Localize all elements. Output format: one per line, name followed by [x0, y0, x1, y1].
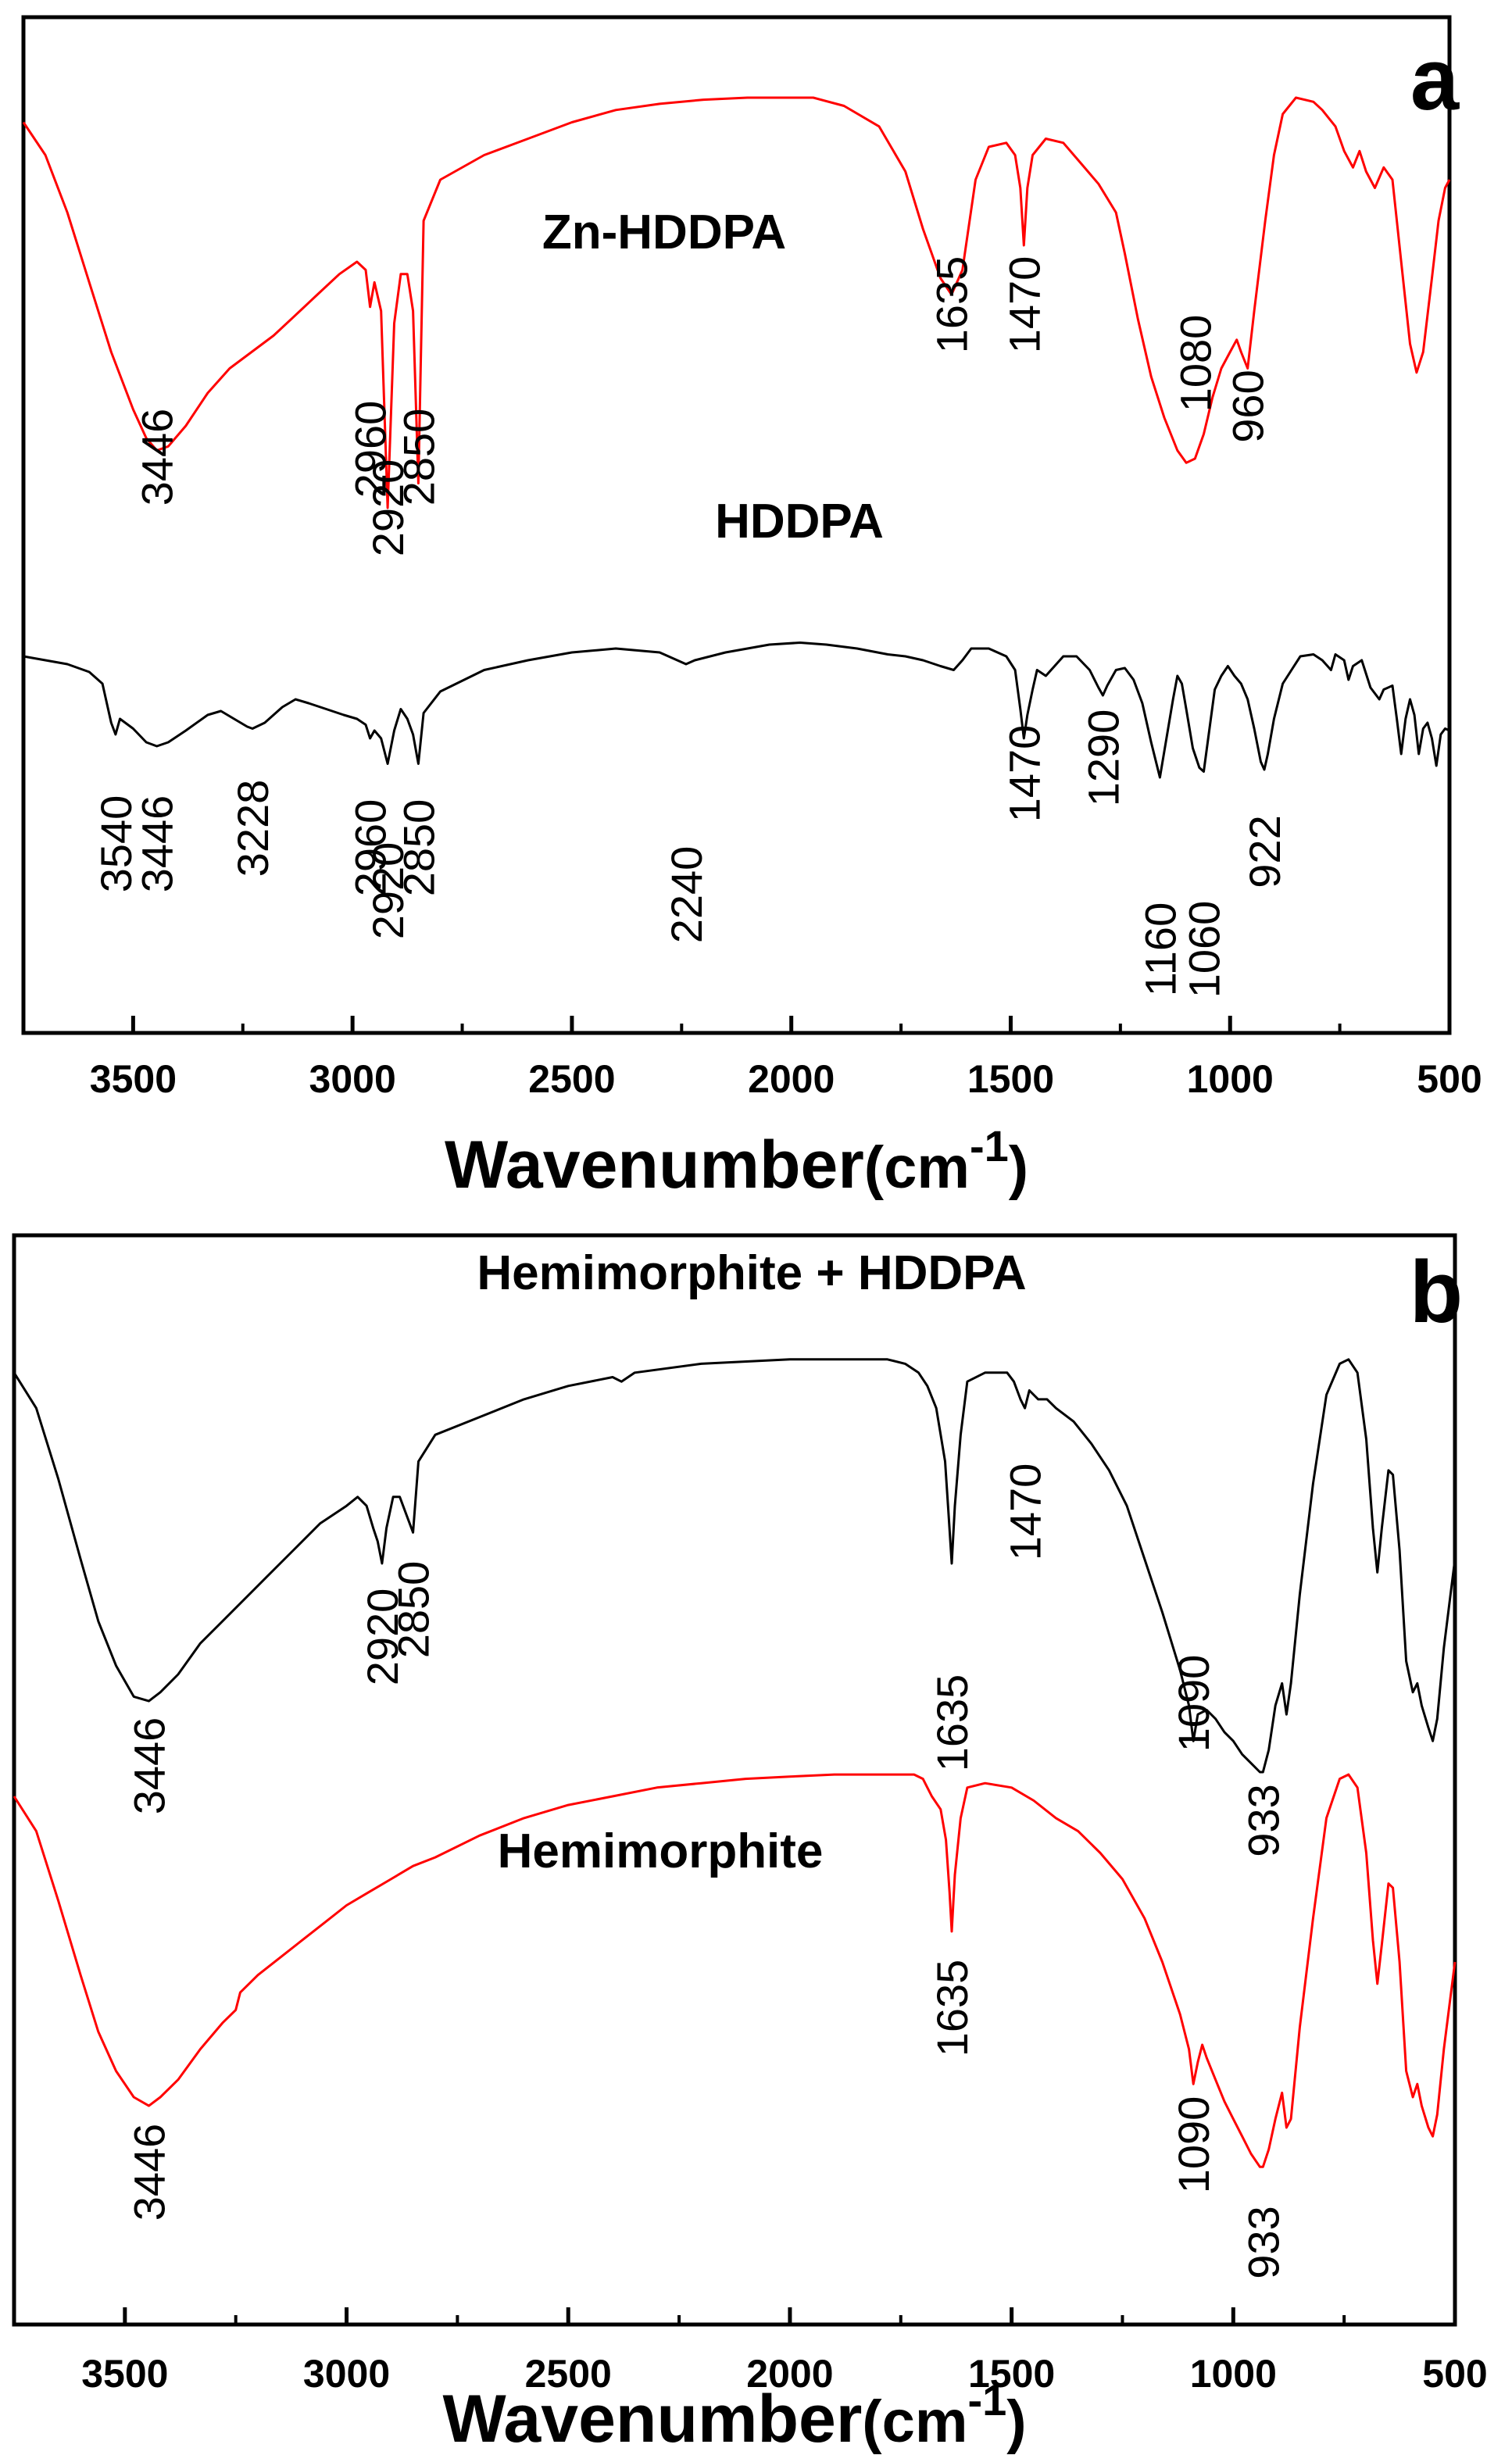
peak-label: 2240 [662, 846, 711, 944]
peak-label: 922 [1240, 815, 1289, 888]
peak-label: 2960 [346, 401, 395, 499]
peak-label: 1090 [1169, 2096, 1218, 2194]
peak-label: 2920 [363, 842, 413, 940]
peak-label: 1635 [928, 1960, 977, 2057]
peak-label: 1635 [928, 1674, 977, 1772]
peak-label: 1160 [1135, 902, 1185, 996]
x-axis-title: Wavenumber(cm-1) [442, 2375, 1026, 2455]
x-tick-label: 3500 [81, 2352, 168, 2396]
x-tick-label: 1500 [968, 2352, 1055, 2396]
x-tick-label: 500 [1417, 1057, 1482, 1101]
peak-label: 2920 [363, 459, 413, 557]
x-axis-title-unit: (cm [862, 2389, 967, 2455]
peak-label: 3446 [133, 409, 182, 506]
series-label: Zn-HDDPA [542, 205, 786, 259]
x-tick-label: 1000 [1190, 2352, 1277, 2396]
series-label: Hemimorphite [498, 1824, 824, 1878]
peak-label: 3446 [125, 2124, 174, 2221]
x-axis-title-main: Wavenumber [445, 1127, 864, 1202]
peak-label: 2920 [358, 1588, 407, 1686]
plot-frame [12, 1233, 1457, 2327]
peak-label: 2850 [394, 799, 443, 897]
spectrum-line-hemimorphite-hddpa [13, 1358, 1457, 1774]
peak-label: 2960 [346, 799, 395, 897]
x-axis-title-close: ) [1006, 2389, 1026, 2455]
x-tick-label: 3000 [303, 2352, 390, 2396]
peak-label: 1470 [999, 725, 1049, 823]
series-label: Hemimorphite + HDDPA [477, 1246, 1026, 1300]
peak-label: 3228 [228, 780, 277, 877]
x-tick-label: 500 [1422, 2352, 1487, 2396]
peak-label: 1080 [1171, 315, 1220, 413]
peak-label: 1290 [1078, 709, 1128, 807]
x-tick-label: 2000 [748, 1057, 835, 1101]
x-axis-title-unit: (cm [864, 1135, 970, 1201]
peak-label: 1635 [928, 256, 977, 354]
x-axis-title-superscript: -1 [967, 2375, 1006, 2425]
peak-label: 3446 [125, 1717, 174, 1815]
spectrum-line-hemimorphite [13, 1773, 1457, 2168]
panel-letter: a [1410, 30, 1460, 128]
peak-label: 933 [1239, 1784, 1288, 1856]
x-axis-title: Wavenumber(cm-1) [445, 1121, 1028, 1202]
peak-label: 960 [1224, 370, 1273, 442]
x-tick-label: 3500 [90, 1057, 177, 1101]
peak-label: 1470 [999, 256, 1049, 354]
x-tick-label: 2000 [746, 2352, 833, 2396]
spectrum-line-hddpa [23, 641, 1450, 779]
peak-label: 2850 [394, 409, 443, 506]
x-tick-label: 1000 [1187, 1057, 1274, 1101]
x-tick-label: 2500 [528, 1057, 615, 1101]
peak-label: 2850 [389, 1561, 438, 1659]
plot-frame [21, 15, 1452, 1035]
x-axis-title-superscript: -1 [970, 1121, 1009, 1170]
x-axis-title-main: Wavenumber [442, 2382, 862, 2455]
series-label: HDDPA [715, 495, 884, 549]
peak-label: 1090 [1169, 1655, 1218, 1753]
peak-label: 3540 [91, 795, 141, 893]
panel-a-chart: 3500 3000 2500 2000 1500 1000 500 Wavenumber(cm… [21, 15, 1482, 1202]
x-axis-title-close: ) [1009, 1135, 1028, 1201]
peak-label: 3446 [133, 795, 182, 893]
spectrum-line-zn-hddpa [22, 96, 1451, 509]
x-tick-label: 2500 [525, 2352, 612, 2396]
x-tick-label: 1500 [967, 1057, 1054, 1101]
panel-letter: b [1410, 1243, 1463, 1341]
peak-label: 1470 [1001, 1463, 1050, 1561]
peak-label: 933 [1239, 2206, 1288, 2278]
peak-label: 1060 [1180, 901, 1229, 999]
x-tick-label: 3000 [309, 1057, 396, 1101]
panel-b-chart: 3500 3000 2500 2000 1500 1000 500 Wavenumber(cm… [12, 1233, 1488, 2455]
